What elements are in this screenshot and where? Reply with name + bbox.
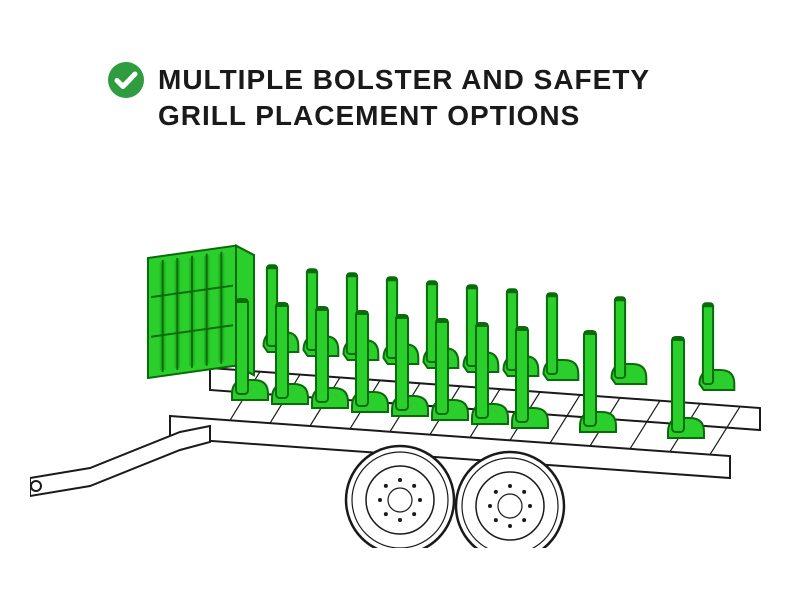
heading-row: MULTIPLE BOLSTER AND SAFETY GRILL PLACEM… bbox=[108, 62, 740, 134]
wheel bbox=[456, 452, 564, 548]
bolster-stake bbox=[432, 319, 468, 420]
infographic-canvas: MULTIPLE BOLSTER AND SAFETY GRILL PLACEM… bbox=[0, 0, 800, 600]
bolster-stake bbox=[700, 303, 735, 390]
check-circle-svg bbox=[108, 62, 144, 98]
bolster-stake bbox=[312, 307, 348, 408]
bolster-stake bbox=[612, 297, 647, 384]
bolster-stake bbox=[272, 303, 308, 404]
bolster-stake bbox=[472, 323, 508, 424]
bolster-stake bbox=[544, 293, 579, 380]
hitch-eye bbox=[31, 481, 41, 491]
check-circle-icon bbox=[108, 62, 144, 98]
heading-text: MULTIPLE BOLSTER AND SAFETY GRILL PLACEM… bbox=[158, 62, 740, 134]
trailer-svg bbox=[30, 218, 790, 548]
bolster-stake bbox=[392, 315, 428, 416]
trailer-diagram bbox=[30, 218, 790, 548]
bolster-stake bbox=[668, 337, 704, 438]
bolster-stake bbox=[352, 311, 388, 412]
drawbar bbox=[30, 426, 210, 496]
frame-rail-near bbox=[170, 416, 730, 478]
bolster-stake bbox=[512, 327, 548, 428]
bolster-stake bbox=[580, 331, 616, 432]
wheel bbox=[346, 446, 454, 548]
